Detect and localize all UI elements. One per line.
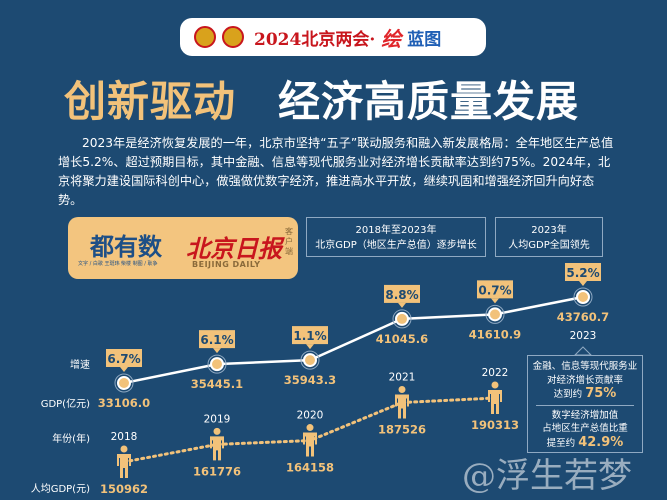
- growth-label-bg: [384, 284, 420, 303]
- growth-label-bg: [477, 280, 513, 299]
- gdp-point-ring: [573, 287, 593, 307]
- gdp-point-ring: [300, 350, 320, 370]
- box2-line1: 2023年: [531, 225, 567, 236]
- gdp-value-label: 41045.6: [376, 332, 428, 346]
- intro-paragraph: 2023年是经济恢复发展的一年，北京市坚持“五子”联动服务和融入新发展格局：全年…: [58, 136, 614, 207]
- per-capita-value-label: 150962: [100, 482, 148, 496]
- info-line3-text: 达到约: [553, 389, 583, 400]
- per-capita-value-label: 187526: [378, 423, 426, 437]
- growth-label-bg: [199, 330, 235, 349]
- label-per-capita: 人均GDP(元): [30, 484, 90, 495]
- person-icon: [210, 436, 224, 461]
- growth-label-pointer: [213, 348, 221, 354]
- year-label: 2020: [297, 410, 324, 422]
- info-line6-text: 提至约: [546, 437, 576, 449]
- label-year: 年份(年): [52, 434, 90, 445]
- info-value-429: 42.9%: [578, 434, 624, 450]
- growth-label: 6.7%: [107, 352, 140, 366]
- gdp-point-ring: [485, 304, 505, 324]
- per-capita-value-label: 190313: [471, 418, 519, 432]
- header-banner: 2024北京两会· 绘 蓝图: [180, 18, 486, 56]
- growth-label-pointer: [306, 344, 314, 350]
- gdp-value-label: 33106.0: [98, 396, 150, 410]
- gdp-value-label: 43760.7: [557, 310, 609, 324]
- national-emblem-icon: [194, 26, 216, 48]
- year-label: 2019: [204, 413, 231, 425]
- logo-box: 都有数 文字 / 白歌 王斑玮 柴楼 制图 / 耿争 北京日报 BEIJING …: [68, 217, 298, 279]
- gdp-point: [576, 290, 590, 304]
- gdp-line: [123, 295, 584, 385]
- box1-line1: 2018年至2023年: [355, 225, 437, 236]
- per-capita-box: 2023年 人均GDP全国领先: [495, 217, 603, 257]
- growth-label: 1.1%: [293, 329, 326, 343]
- gdp-point: [488, 307, 502, 322]
- header-highlight: 绘: [381, 26, 402, 51]
- info-line3: 达到约 75%: [528, 387, 642, 402]
- client-label: 客户端: [285, 227, 293, 256]
- duyoushu-logo: 都有数: [90, 233, 162, 261]
- growth-label: 0.7%: [478, 283, 511, 297]
- info-pointer: [573, 346, 593, 356]
- credits: 文字 / 白歌 王斑玮 柴楼 制图 / 耿争: [78, 261, 158, 267]
- growth-label-pointer: [491, 298, 499, 304]
- gdp-point: [303, 353, 317, 368]
- year-label: 2018: [111, 431, 138, 443]
- divider: [536, 404, 634, 406]
- watermark: @浮生若梦: [462, 456, 632, 496]
- person-icon: [117, 454, 131, 478]
- person-icon-head: [306, 424, 314, 432]
- label-growth: 增速: [70, 360, 90, 371]
- growth-label-pointer: [579, 281, 587, 286]
- info-line1: 金融、信息等现代服务业: [532, 361, 638, 372]
- growth-label: 6.1%: [200, 333, 233, 347]
- info-box: 金融、信息等现代服务业 对经济增长贡献率 达到约 75% 数字经济增加值 占地区…: [527, 355, 643, 453]
- year-label: 2022: [482, 367, 509, 379]
- box2-line2: 人均GDP全国领先: [508, 240, 590, 251]
- gdp-point-ring: [392, 309, 412, 329]
- label-gdp: GDP(亿元): [40, 399, 90, 410]
- header-highlight-blue: 蓝图: [407, 29, 442, 50]
- person-icon: [395, 394, 409, 419]
- person-icon-head: [398, 386, 406, 394]
- beijing-daily-en: BEIJING DAILY: [192, 260, 261, 269]
- per-capita-value-label: 164158: [286, 461, 334, 475]
- person-icon-head: [491, 381, 499, 389]
- gdp-point: [117, 376, 131, 390]
- gdp-value-label: 41610.9: [469, 327, 521, 341]
- growth-label: 8.8%: [385, 288, 418, 302]
- title-part1: 创新驱动: [64, 77, 237, 126]
- person-icon: [303, 432, 317, 457]
- info-line4: 数字经济增加值: [551, 409, 619, 421]
- box1-line2: 北京GDP（地区生产总值）逐步增长: [315, 240, 477, 251]
- growth-label-bg: [292, 326, 328, 345]
- per-capita-value-label: 161776: [193, 464, 241, 478]
- growth-label-pointer: [398, 302, 406, 308]
- header-title: 2024北京两会·: [254, 29, 376, 50]
- gdp-value-label: 35445.1: [191, 377, 243, 391]
- cppcc-emblem-icon: [222, 26, 244, 48]
- gdp-point-ring: [207, 354, 227, 374]
- growth-label: 5.2%: [566, 266, 599, 280]
- gdp-value-label: 35943.3: [284, 373, 336, 387]
- gdp-point: [210, 357, 224, 372]
- beijing-daily-logo: 北京日报: [186, 234, 282, 263]
- gdp-point: [395, 311, 409, 326]
- info-line6: 提至约 42.9%: [528, 434, 642, 451]
- year-label: 2023: [570, 330, 597, 342]
- growth-label-bg: [106, 349, 142, 367]
- gdp-growth-box: 2018年至2023年 北京GDP（地区生产总值）逐步增长: [306, 217, 486, 257]
- info-line2: 对经济增长贡献率: [546, 374, 623, 386]
- person-icon: [488, 390, 502, 414]
- info-line5: 占地区生产总值比重: [542, 423, 628, 434]
- growth-label-pointer: [120, 367, 128, 372]
- growth-label-bg: [565, 263, 601, 281]
- person-icon-head: [213, 427, 221, 435]
- info-value-75: 75%: [585, 386, 617, 401]
- gdp-point-ring: [114, 373, 134, 393]
- year-label: 2021: [389, 372, 416, 384]
- person-icon-head: [120, 445, 128, 453]
- title-part2: 经济高质量发展: [278, 77, 580, 126]
